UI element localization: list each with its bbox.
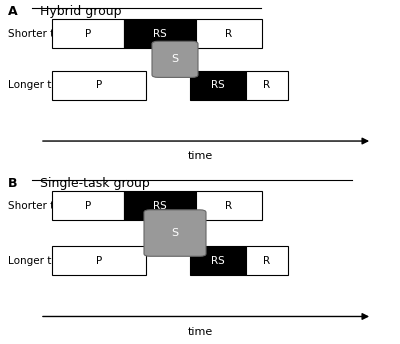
Text: P: P	[96, 80, 102, 90]
Text: time: time	[187, 151, 213, 161]
Text: R: R	[226, 29, 232, 39]
Bar	[246, 71, 288, 100]
Text: S: S	[172, 228, 178, 238]
Bar	[190, 71, 246, 100]
Text: R: R	[226, 201, 232, 211]
Text: P: P	[85, 201, 91, 211]
Bar	[124, 19, 196, 48]
Text: RS: RS	[211, 256, 225, 266]
Text: Shorter task: Shorter task	[8, 29, 72, 39]
Bar	[190, 246, 246, 275]
Text: Shorter task: Shorter task	[8, 201, 72, 211]
Bar	[52, 191, 124, 220]
Text: P: P	[85, 29, 91, 39]
Text: RS: RS	[153, 201, 167, 211]
Text: Longer task: Longer task	[8, 80, 69, 90]
Text: R: R	[264, 256, 270, 266]
Bar	[52, 19, 124, 48]
Text: Longer task: Longer task	[8, 256, 69, 266]
Text: Single-task group: Single-task group	[40, 177, 150, 190]
Bar	[196, 191, 262, 220]
Text: RS: RS	[153, 29, 167, 39]
Bar	[196, 19, 262, 48]
FancyBboxPatch shape	[152, 41, 198, 77]
FancyBboxPatch shape	[144, 210, 206, 256]
Bar	[52, 246, 146, 275]
Bar	[124, 191, 196, 220]
Bar	[52, 71, 146, 100]
Text: time: time	[187, 327, 213, 337]
Text: A: A	[8, 5, 18, 18]
Text: B: B	[8, 177, 18, 190]
Text: S: S	[172, 54, 178, 64]
Text: P: P	[96, 256, 102, 266]
Text: RS: RS	[211, 80, 225, 90]
Text: R: R	[264, 80, 270, 90]
Text: Hybrid group: Hybrid group	[40, 5, 122, 18]
Bar	[246, 246, 288, 275]
